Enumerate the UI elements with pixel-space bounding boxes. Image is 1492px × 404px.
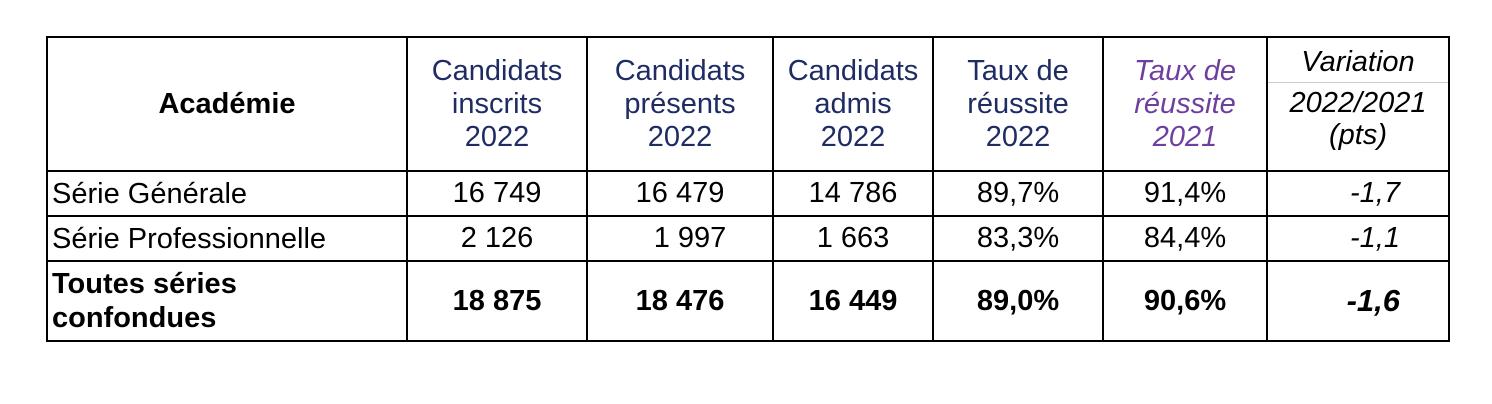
row-label: Série Générale xyxy=(46,170,408,217)
cell-taux-2022: 89,0% xyxy=(932,260,1104,342)
header-line: admis xyxy=(814,87,892,120)
header-line: Taux de xyxy=(967,54,1069,87)
header-line: présents xyxy=(624,87,736,120)
header-variation: Variation 2022/2021 (pts) xyxy=(1266,36,1450,172)
header-taux-reussite-2021: Taux de réussite 2021 xyxy=(1102,36,1268,172)
cell-taux-2021: 91,4% xyxy=(1102,170,1268,217)
cell-admis: 16 449 xyxy=(772,260,934,342)
header-line: 2022 xyxy=(464,120,530,153)
header-line: Candidats xyxy=(787,54,919,87)
header-line: (pts) xyxy=(1329,119,1387,151)
header-taux-reussite-2022: Taux de réussite 2022 xyxy=(932,36,1104,172)
cell-variation: -1,7 xyxy=(1266,170,1450,217)
header-line: Taux de xyxy=(1133,54,1237,87)
header-line: Candidats xyxy=(614,54,746,87)
total-label: Toutes séries confondues xyxy=(46,260,408,342)
header-variation-subtitle: 2022/2021 (pts) xyxy=(1269,83,1447,151)
header-variation-title: Variation xyxy=(1269,39,1447,83)
header-candidats-inscrits: Candidats inscrits 2022 xyxy=(406,36,588,172)
cell-inscrits: 16 749 xyxy=(406,170,588,217)
cell-inscrits: 2 126 xyxy=(406,215,588,262)
total-label-line: Toutes séries xyxy=(52,268,237,300)
cell-taux-2022: 83,3% xyxy=(932,215,1104,262)
cell-variation: -1,6 xyxy=(1266,260,1450,342)
header-line: 2022 xyxy=(820,120,886,153)
cell-admis: 1 663 xyxy=(772,215,934,262)
cell-taux-2021: 84,4% xyxy=(1102,215,1268,262)
cell-presents: 18 476 xyxy=(586,260,774,342)
header-row: Académie Candidats inscrits 2022 Candida… xyxy=(46,36,1450,172)
cell-taux-2021: 90,6% xyxy=(1102,260,1268,342)
header-candidats-presents: Candidats présents 2022 xyxy=(586,36,774,172)
table-row: Série Professionnelle 2 126 1 997 1 663 … xyxy=(46,215,1450,262)
results-table: Académie Candidats inscrits 2022 Candida… xyxy=(46,36,1450,342)
header-academie: Académie xyxy=(46,36,408,172)
header-line: 2022 xyxy=(985,120,1051,153)
row-label: Série Professionnelle xyxy=(46,215,408,262)
cell-taux-2022: 89,7% xyxy=(932,170,1104,217)
header-line: réussite xyxy=(1134,87,1236,120)
cell-admis: 14 786 xyxy=(772,170,934,217)
total-label-line: confondues xyxy=(52,302,217,334)
header-line: 2022/2021 xyxy=(1289,87,1427,119)
table-row: Série Générale 16 749 16 479 14 786 89,7… xyxy=(46,170,1450,217)
header-line: réussite xyxy=(967,87,1069,120)
cell-presents: 16 479 xyxy=(586,170,774,217)
header-candidats-admis: Candidats admis 2022 xyxy=(772,36,934,172)
cell-inscrits: 18 875 xyxy=(406,260,588,342)
cell-presents: 1 997 xyxy=(586,215,774,262)
header-line: Candidats xyxy=(431,54,563,87)
header-line: 2021 xyxy=(1152,120,1218,153)
total-row: Toutes séries confondues 18 875 18 476 1… xyxy=(46,260,1450,342)
header-line: inscrits xyxy=(451,87,543,120)
header-line: 2022 xyxy=(647,120,713,153)
cell-variation: -1,1 xyxy=(1266,215,1450,262)
